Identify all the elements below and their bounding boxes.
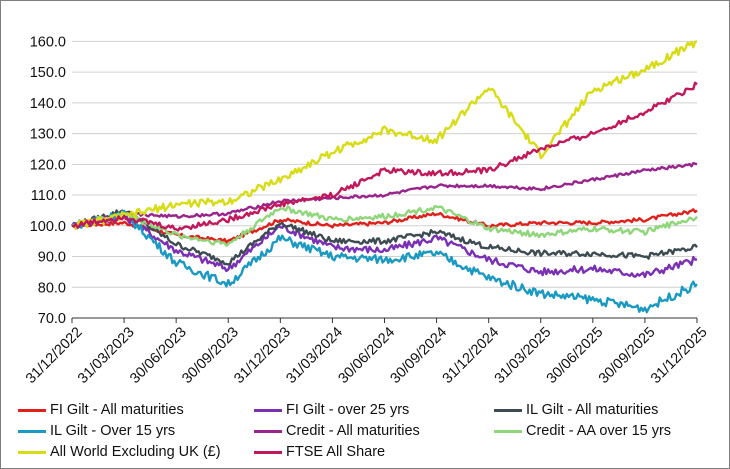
legend-item: IL Gilt - Over 15 yrs: [18, 422, 175, 440]
x-axis-ticks: 31/12/202231/03/202330/06/202330/09/2023…: [23, 324, 711, 387]
legend-swatch: [18, 429, 46, 433]
legend-item: FI Gilt - All maturities: [18, 401, 184, 419]
series-line-2: [71, 209, 698, 266]
legend-label: IL Gilt - Over 15 yrs: [50, 423, 176, 439]
legend-item: FI Gilt - over 25 yrs: [254, 401, 409, 419]
x-axis: [71, 317, 698, 323]
series-line-5: [71, 205, 698, 247]
y-tick-label: 130.0: [30, 127, 66, 143]
legend-item: Credit - AA over 15 yrs: [494, 422, 671, 440]
y-tick-label: 90.0: [38, 250, 66, 266]
x-tick-label: 31/12/2025: [648, 324, 711, 387]
legend-label: Credit - AA over 15 yrs: [526, 423, 672, 439]
y-tick-label: 160.0: [30, 34, 66, 50]
legend-item: All World Excluding UK (£): [18, 443, 221, 461]
y-axis-ticks: 70.0 80.0 90.0 100.0 110.0 120.0 130.0 140.0 150…: [30, 34, 66, 327]
legend-swatch: [494, 408, 522, 412]
legend-label: All World Excluding UK (£): [50, 444, 221, 460]
series-line-6: [71, 40, 698, 230]
line-chart: 70.0 80.0 90.0 100.0 110.0 120.0 130.0 140.0 150…: [23, 34, 711, 387]
legend-label: FTSE All Share: [286, 444, 386, 460]
y-tick-label: 70.0: [38, 311, 66, 327]
series-line-1: [71, 213, 698, 279]
legend-swatch: [254, 408, 282, 412]
legend-item: IL Gilt - All maturities: [494, 401, 658, 419]
legend-swatch: [254, 429, 282, 433]
legend-swatch: [18, 450, 46, 454]
legend-label: IL Gilt - All maturities: [526, 402, 659, 418]
legend-swatch: [494, 429, 522, 433]
y-tick-label: 110.0: [31, 188, 66, 204]
legend-label: FI Gilt - over 25 yrs: [286, 402, 410, 418]
y-tick-label: 100.0: [30, 219, 66, 235]
y-tick-label: 80.0: [38, 280, 66, 296]
series-line-4: [71, 162, 698, 227]
legend-item: Credit - All maturities: [254, 422, 420, 440]
series-line-7: [71, 81, 698, 232]
y-tick-label: 120.0: [30, 157, 66, 173]
series-line-3: [71, 209, 698, 314]
legend-label: FI Gilt - All maturities: [50, 402, 184, 418]
legend-item: FTSE All Share: [254, 443, 385, 461]
legend-label: Credit - All maturities: [286, 423, 420, 439]
legend-swatch: [254, 450, 282, 454]
y-tick-label: 150.0: [30, 65, 66, 81]
series-lines: [71, 40, 698, 314]
y-tick-label: 140.0: [30, 96, 66, 112]
legend-swatch: [18, 408, 46, 412]
